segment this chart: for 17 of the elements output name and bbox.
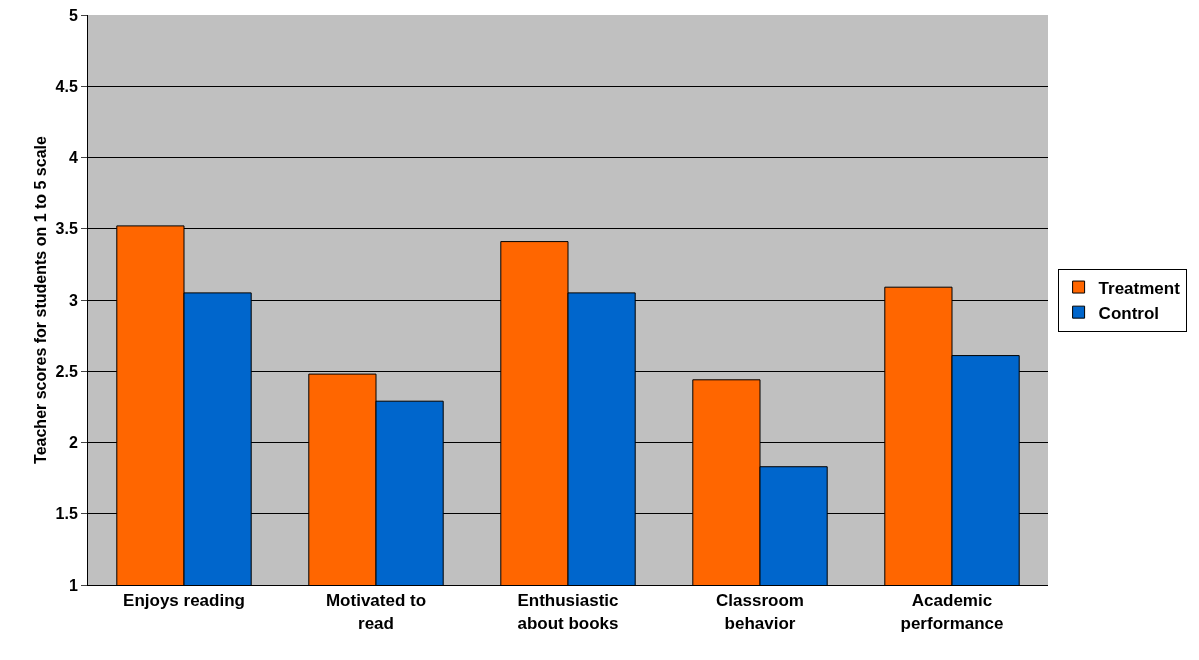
y-tick-label: 4 xyxy=(68,149,78,167)
y-tick-label: 5 xyxy=(68,6,78,24)
y-tick-label: 3 xyxy=(68,291,78,309)
y-axis-title: Teacher scores for students on 1 to 5 scale xyxy=(32,135,49,464)
y-tick-label: 2 xyxy=(68,434,78,452)
x-tick-label: Enjoys reading xyxy=(123,591,245,611)
y-tick-label: 3.5 xyxy=(55,220,78,238)
x-tick-label: Motivated to read xyxy=(325,591,427,633)
legend-label: Treatment xyxy=(1098,278,1181,298)
y-tick-label: 1.5 xyxy=(55,505,78,523)
y-tick-label: 1 xyxy=(68,576,78,594)
y-tick-label: 2.5 xyxy=(55,362,78,380)
y-tick-label: 4.5 xyxy=(55,77,78,95)
x-tick-label: Academic performance xyxy=(900,591,1004,633)
legend-label: Control xyxy=(1098,303,1160,323)
x-tick-label: Enthusiastic about books xyxy=(517,591,619,633)
x-tick-label: Classroom behavior xyxy=(716,591,804,633)
